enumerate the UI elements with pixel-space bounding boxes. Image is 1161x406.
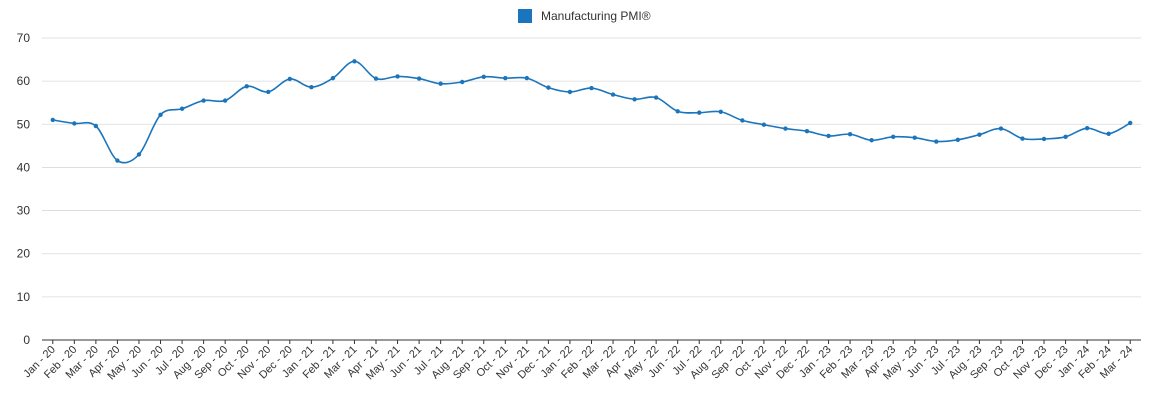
data-point[interactable]	[158, 112, 163, 117]
data-point[interactable]	[675, 109, 680, 114]
data-point[interactable]	[136, 152, 142, 157]
data-point[interactable]	[869, 138, 874, 143]
data-point[interactable]	[416, 76, 422, 81]
data-point[interactable]	[373, 76, 379, 81]
data-point[interactable]	[93, 123, 99, 129]
data-point[interactable]	[955, 137, 961, 143]
data-point[interactable]	[330, 75, 336, 81]
data-point[interactable]	[460, 79, 465, 85]
data-point[interactable]	[783, 126, 788, 131]
data-point[interactable]	[1063, 134, 1068, 139]
y-tick-label: 0	[23, 333, 30, 347]
series-line	[52, 60, 1131, 164]
data-point[interactable]	[481, 74, 486, 80]
data-point[interactable]	[977, 132, 982, 137]
data-point[interactable]	[697, 110, 702, 115]
data-point[interactable]	[912, 135, 917, 140]
gridlines	[42, 37, 1141, 341]
data-point[interactable]	[1041, 136, 1047, 142]
legend-swatch	[518, 9, 532, 23]
y-tick-label: 10	[17, 290, 31, 304]
data-point[interactable]	[395, 74, 400, 79]
data-point[interactable]	[244, 84, 249, 89]
data-point[interactable]	[222, 98, 228, 103]
data-point[interactable]	[826, 133, 831, 139]
data-point[interactable]	[847, 132, 853, 137]
data-point[interactable]	[352, 59, 357, 64]
data-point[interactable]	[1020, 136, 1025, 141]
data-point[interactable]	[179, 106, 185, 111]
data-point[interactable]	[309, 84, 314, 90]
data-point[interactable]	[50, 117, 55, 123]
y-tick-label: 70	[17, 31, 31, 45]
y-tick-label: 30	[17, 204, 31, 218]
data-point[interactable]	[567, 89, 573, 95]
data-point[interactable]	[934, 139, 939, 144]
y-tick-label: 50	[17, 117, 31, 131]
series-layer	[50, 59, 1133, 164]
legend-label: Manufacturing PMI®	[541, 9, 651, 23]
data-point[interactable]	[610, 92, 616, 97]
y-tick-label: 60	[17, 74, 31, 88]
y-axis: 0 10 20 30 40 50 60 70	[17, 31, 31, 347]
data-point[interactable]	[524, 75, 530, 81]
legend[interactable]: Manufacturing PMI®	[518, 9, 651, 23]
data-point[interactable]	[1128, 120, 1133, 126]
data-point[interactable]	[740, 118, 745, 123]
data-point[interactable]	[1106, 131, 1111, 136]
data-point[interactable]	[653, 95, 659, 100]
data-point[interactable]	[890, 134, 896, 139]
data-point[interactable]	[761, 122, 767, 127]
y-tick-label: 20	[17, 247, 31, 261]
data-point[interactable]	[718, 109, 723, 114]
y-tick-label: 40	[17, 160, 31, 174]
data-point[interactable]	[998, 126, 1004, 131]
data-point[interactable]	[546, 85, 551, 90]
data-point[interactable]	[201, 98, 206, 103]
data-point[interactable]	[115, 158, 120, 163]
data-point[interactable]	[266, 89, 271, 95]
data-point[interactable]	[438, 81, 443, 86]
data-point[interactable]	[1084, 125, 1090, 131]
data-point[interactable]	[632, 97, 637, 102]
data-point[interactable]	[72, 121, 77, 126]
data-point[interactable]	[804, 128, 810, 134]
data-point[interactable]	[589, 85, 594, 91]
data-point[interactable]	[503, 75, 508, 81]
data-point[interactable]	[287, 76, 293, 82]
